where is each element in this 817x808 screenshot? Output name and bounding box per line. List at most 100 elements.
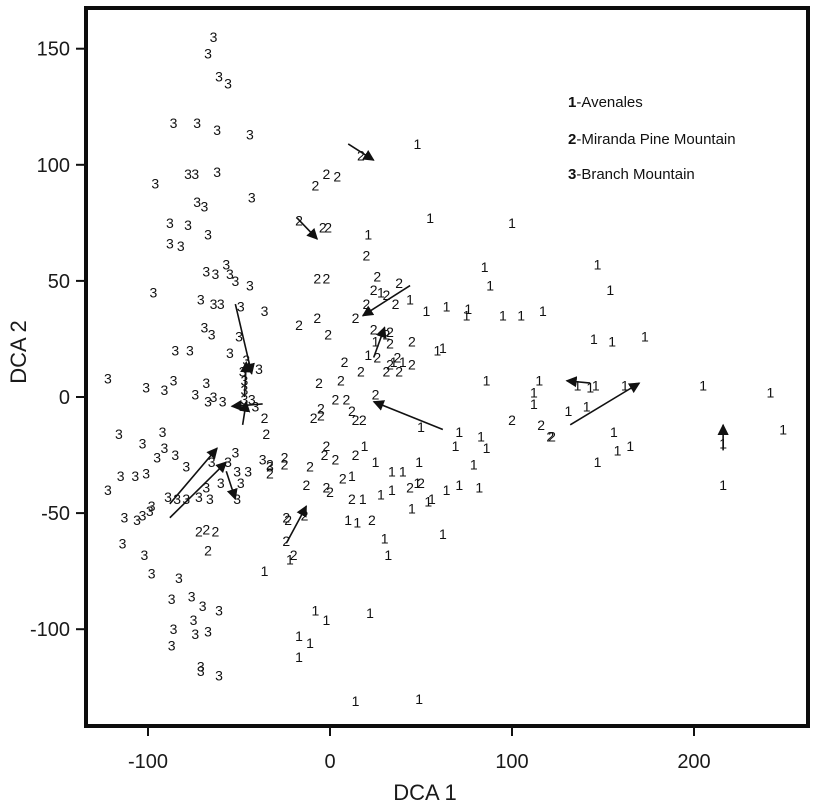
data-point-series-3: 3: [150, 285, 158, 301]
data-point-series-1: 1: [621, 377, 629, 393]
data-point-series-3: 3: [202, 264, 210, 280]
data-point-series-3: 3: [182, 459, 190, 475]
data-point-series-1: 1: [364, 226, 372, 242]
shift-arrow: [285, 505, 308, 544]
x-tick-label: 100: [495, 751, 528, 773]
data-point-series-3: 3: [195, 489, 203, 505]
data-point-series-3: 3: [215, 668, 223, 684]
data-point-series-2: 2: [317, 408, 325, 424]
data-point-series-2: 2: [341, 354, 349, 370]
data-point-series-3: 3: [160, 440, 168, 456]
data-point-series-2: 2: [282, 533, 290, 549]
shift-arrow: [239, 400, 251, 425]
data-point-series-3: 3: [131, 468, 139, 484]
data-point-series-2: 2: [262, 426, 270, 442]
data-point-series-2: 2: [408, 356, 416, 372]
data-point-series-3: 3: [177, 238, 185, 254]
data-point-series-2: 2: [339, 470, 347, 486]
data-point-series-1: 1: [610, 424, 618, 440]
data-point-series-3: 3: [119, 535, 127, 551]
data-point-series-1: 1: [406, 291, 414, 307]
data-point-series-2: 2: [348, 403, 356, 419]
data-point-series-3: 3: [215, 603, 223, 619]
data-point-series-1: 1: [443, 482, 451, 498]
data-point-series-3: 3: [204, 394, 212, 410]
data-point-series-3: 3: [259, 452, 267, 468]
data-point-series-1: 1: [439, 526, 447, 542]
data-point-series-3: 3: [191, 166, 199, 182]
data-point-series-2: 2: [337, 373, 345, 389]
data-point-series-1: 1: [295, 628, 303, 644]
data-point-series-3: 3: [146, 503, 154, 519]
data-point-series-1: 1: [372, 333, 380, 349]
data-point-series-2: 2: [352, 412, 360, 428]
y-axis-ticks: -100 -50 0 50 100 150: [30, 39, 86, 641]
data-point-series-3: 3: [242, 352, 250, 368]
legend-key-3: 3: [568, 166, 576, 183]
data-point-series-3: 3: [261, 303, 269, 319]
data-point-series-3: 3: [226, 345, 234, 361]
legend-label-1: -Avenales: [576, 94, 642, 111]
data-point-series-1: 1: [475, 480, 483, 496]
data-point-series-3: 3: [211, 266, 219, 282]
data-point-series-1: 1: [517, 308, 525, 324]
data-point-series-1: 1: [408, 500, 416, 516]
data-point-series-3: 3: [148, 565, 156, 581]
data-point-series-1: 1: [483, 373, 491, 389]
data-point-series-2: 2: [324, 219, 332, 235]
data-point-series-1: 1: [366, 605, 374, 621]
data-point-series-3: 3: [182, 491, 190, 507]
data-point-series-3: 3: [244, 463, 252, 479]
data-point-series-3: 3: [210, 29, 218, 45]
data-point-series-3: 3: [215, 69, 223, 85]
legend-entry-avenales: 1-Avenales: [568, 94, 643, 111]
data-point-series-3: 3: [188, 589, 196, 605]
data-point-series-2: 2: [546, 428, 554, 444]
data-point-series-2: 2: [392, 296, 400, 312]
data-point-series-1: 1: [399, 354, 407, 370]
data-point-series-3: 3: [222, 257, 230, 273]
data-point-series-1: 1: [353, 514, 361, 530]
data-point-series-2: 2: [204, 542, 212, 558]
data-point-series-1: 1: [470, 456, 478, 472]
data-point-series-3: 3: [210, 389, 218, 405]
data-point-series-2: 2: [266, 456, 274, 472]
shift-arrow: [169, 447, 218, 505]
data-point-series-1: 1: [455, 477, 463, 493]
legend: 1-Avenales 2-Miranda Pine Mountain 3-Bra…: [568, 94, 736, 183]
data-point-series-1: 1: [381, 531, 389, 547]
data-point-series-1: 1: [481, 259, 489, 275]
data-point-series-2: 2: [284, 512, 292, 528]
data-point-series-3: 3: [171, 447, 179, 463]
y-tick-label: 150: [37, 39, 70, 61]
data-point-series-1: 1: [443, 298, 451, 314]
data-point-series-2: 2: [319, 219, 327, 235]
shift-arrow: [565, 376, 591, 388]
data-point-series-3: 3: [197, 663, 205, 679]
data-point-series-3: 3: [201, 199, 209, 215]
data-point-series-1: 1: [426, 210, 434, 226]
data-point-series-2: 2: [386, 356, 394, 372]
shift-arrow: [225, 471, 238, 501]
data-point-series-1: 1: [359, 491, 367, 507]
data-point-series-1: 1: [390, 354, 398, 370]
data-point-series-3: 3: [184, 166, 192, 182]
data-point-series-3: 3: [248, 189, 256, 205]
data-point-series-2: 2: [312, 178, 320, 194]
data-point-series-3: 3: [170, 621, 178, 637]
data-point-series-3: 3: [199, 598, 207, 614]
data-point-series-2: 2: [352, 310, 360, 326]
data-point-series-3: 3: [213, 122, 221, 138]
data-point-series-1: 1: [423, 303, 431, 319]
data-point-series-3: 3: [217, 475, 225, 491]
shift-arrow: [361, 284, 411, 317]
data-point-series-1: 1: [574, 377, 582, 393]
data-point-series-3: 3: [184, 217, 192, 233]
data-point-series-3: 3: [133, 512, 141, 528]
data-point-series-1: 1: [464, 301, 472, 317]
data-point-series-1: 1: [594, 454, 602, 470]
data-point-series-3: 3: [173, 491, 181, 507]
data-point-series-1: 1: [586, 380, 594, 396]
y-tick-label: 50: [48, 271, 70, 293]
